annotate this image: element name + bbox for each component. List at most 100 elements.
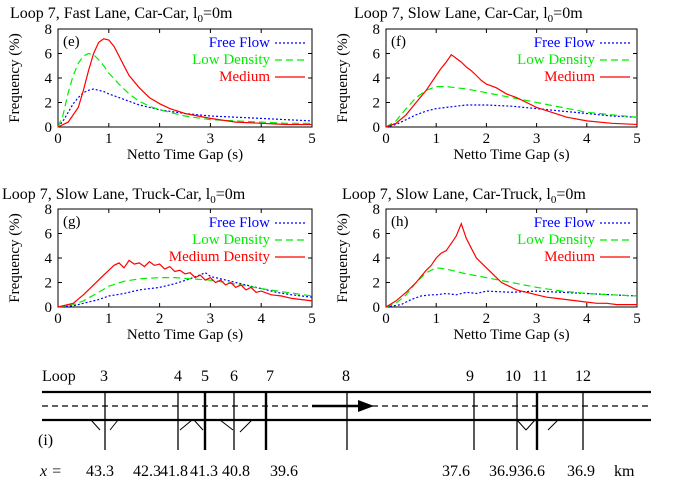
chart-title: Loop 7, Slow Lane, Car-Truck, l0=0m [342,186,586,206]
title-main: Loop 7, Slow Lane, Car-Truck, l [342,186,551,203]
loop-id: 4 [174,368,182,385]
title-subscript: 0 [551,194,557,206]
legend-label: Free Flow [209,215,270,231]
legend-label: Medium [219,69,270,85]
series-line-low-density [385,267,638,308]
y-tick-label: 4 [373,251,381,267]
series-line-low-density [57,52,312,128]
km-value: 40.8 [222,463,250,480]
x-tick-label: 4 [257,311,265,327]
legend-label: Low Density [517,232,595,248]
km-value: 41.8 [160,463,188,480]
y-tick-label: 6 [45,227,53,243]
chart-panel-h: Loop 7, Slow Lane, Car-Truck, l0=0m0 1 2 3 4… [335,186,641,343]
x-tick-label: 5 [633,131,641,147]
panel-label: (h) [391,214,409,230]
chart-panel-g: Loop 7, Slow Lane, Truck-Car, l0=0m0 1 2 3 4… [2,186,316,343]
km-value: 39.6 [270,463,298,480]
y-tick-label: 0 [373,300,381,316]
legend-label: Low Density [517,52,595,68]
series-line-medium-density [57,259,313,308]
x-position-label: x = [39,463,62,480]
legend-label: Medium [544,249,595,265]
y-tick-label: 2 [373,96,381,112]
y-tick-label: 6 [373,47,381,63]
x-tick-label: 0 [382,131,390,147]
legend-label: Medium [544,69,595,85]
title-tail: =0m [216,186,246,203]
x-axis-label: Netto Time Gap (s) [127,327,243,343]
km-unit: km [614,463,635,480]
y-tick-label: 0 [45,300,53,316]
title-subscript: 0 [548,13,554,25]
chart-title: Loop 7, Slow Lane, Car-Car, l0=0m [354,5,583,25]
loop-id: 7 [266,368,274,385]
x-tick-label: 3 [533,131,541,147]
ramp [193,419,204,431]
chart-title: Loop 7, Slow Lane, Truck-Car, l0=0m [2,186,246,206]
km-value: 36.6 [517,463,545,480]
panel-label: (e) [63,34,80,50]
loop-id: 11 [532,368,547,385]
title-tail: =0m [553,5,583,22]
x-tick-label: 5 [308,131,316,147]
chart-panel-e: Loop 7, Fast Lane, Car-Car, l0=0m0 1 2 3 4 50… [7,5,316,163]
title-tail: =0m [556,186,586,203]
x-tick-label: 0 [54,311,62,327]
road-diagram: Loop 3 4 5 6 7 8 9 10 11 12 (i) x = 43.3 42.3 41.8 41.3 4… [38,368,651,480]
loop-id: 12 [575,368,591,385]
title-tail: =0m [203,5,233,22]
title-main: Loop 7, Slow Lane, Car-Car, l [354,5,548,22]
km-value: 42.3 [133,463,161,480]
km-value: 41.3 [190,463,218,480]
series-line-medium [385,221,637,308]
y-tick-label: 8 [373,22,381,38]
x-axis-label: Netto Time Gap (s) [453,147,569,163]
x-tick-label: 2 [156,311,164,327]
title-main: Loop 7, Fast Lane, Car-Car, l [10,5,198,22]
loop-id: 9 [466,368,474,385]
loop-id: 3 [100,368,108,385]
y-tick-label: 6 [373,227,381,243]
y-tick-label: 6 [45,47,53,63]
y-axis-label: Frequency (%) [335,213,351,303]
y-tick-label: 0 [45,120,53,136]
x-tick-label: 4 [583,131,591,147]
chart-panel-f: Loop 7, Slow Lane, Car-Car, l0=0m0 1 2 3 4 50… [335,5,641,163]
loop-id: 5 [201,368,209,385]
x-tick-label: 5 [308,311,316,327]
title-main: Loop 7, Slow Lane, Truck-Car, l [2,186,211,203]
legend-label: Low Density [192,232,270,248]
plot-frame [57,28,313,128]
y-axis-label: Frequency (%) [7,213,23,303]
title-subscript: 0 [210,194,216,206]
x-tick-label: 1 [105,131,113,147]
y-axis-label: Frequency (%) [7,33,23,123]
ramp [219,419,234,431]
y-tick-label: 8 [373,202,381,218]
x-tick-label: 0 [54,131,62,147]
x-tick-label: 4 [257,131,265,147]
loop-id: 6 [230,368,238,385]
ramp [109,419,119,431]
series-line-medium [385,53,638,128]
series-line-free-flow [385,104,638,128]
km-value: 36.9 [489,463,517,480]
x-tick-label: 2 [156,131,164,147]
direction-arrow-head [358,400,374,412]
loop-label: Loop [42,368,76,385]
ramp [525,419,536,431]
panel-label: (g) [63,214,81,230]
legend-label: Medium Density [169,249,271,265]
x-axis-label: Netto Time Gap (s) [127,147,243,163]
y-tick-label: 4 [373,71,381,87]
x-tick-label: 3 [207,311,215,327]
x-tick-label: 2 [483,311,491,327]
y-tick-label: 2 [45,96,53,112]
km-value: 36.9 [567,463,595,480]
y-axis-label: Frequency (%) [335,33,351,123]
x-tick-label: 1 [432,131,440,147]
x-tick-label: 0 [382,311,390,327]
ramp [239,419,253,433]
